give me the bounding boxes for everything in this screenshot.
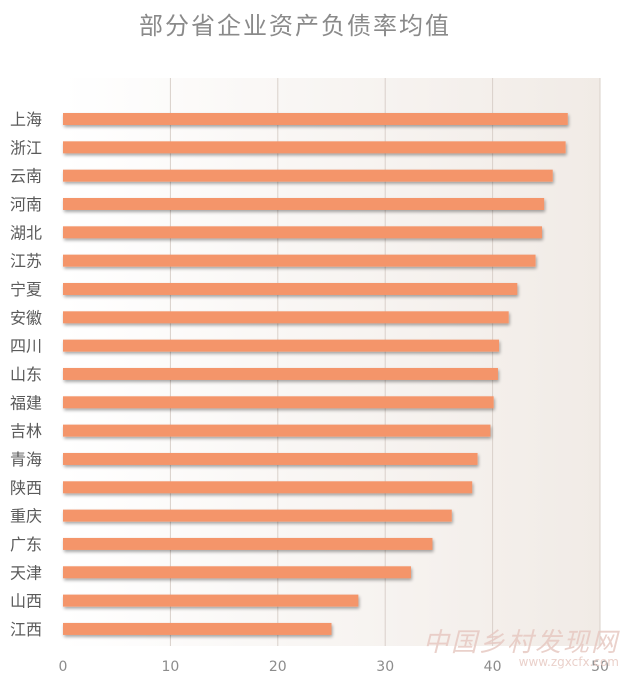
category-label: 浙江 <box>10 138 42 157</box>
bar <box>63 113 568 125</box>
x-tick-label: 50 <box>591 659 609 675</box>
category-label: 江苏 <box>10 252 42 271</box>
bar <box>63 481 473 494</box>
bar <box>63 141 566 154</box>
bar <box>63 594 359 607</box>
category-label: 陕西 <box>10 478 42 497</box>
bar <box>63 396 494 409</box>
bar <box>63 311 509 324</box>
bar <box>63 537 433 550</box>
category-label: 河南 <box>10 195 42 214</box>
bar <box>63 424 491 437</box>
category-label: 湖北 <box>10 223 42 242</box>
watermark-sub: www.zgxcfx.com <box>518 655 619 669</box>
x-tick-label: 40 <box>484 659 502 675</box>
category-label: 青海 <box>10 450 42 469</box>
category-label: 山西 <box>10 592 42 611</box>
bar <box>63 509 452 522</box>
category-label: 广东 <box>10 535 42 554</box>
bar <box>63 282 518 295</box>
bar <box>63 339 500 352</box>
x-tick-label: 30 <box>376 659 394 675</box>
category-label: 吉林 <box>10 422 42 441</box>
x-tick-label: 20 <box>269 659 287 675</box>
bar <box>63 566 411 579</box>
x-tick-labels: 0 10 20 30 40 50 <box>59 659 609 675</box>
bar <box>63 197 545 210</box>
category-label: 上海 <box>10 110 42 129</box>
category-label: 江西 <box>10 620 42 639</box>
watermark-main: 中国乡村发现网 <box>422 628 619 658</box>
bar <box>63 367 498 380</box>
category-label: 天津 <box>10 563 42 582</box>
plot-area <box>63 78 600 646</box>
bar <box>63 622 332 635</box>
bars <box>63 113 568 635</box>
category-label: 山东 <box>10 365 42 384</box>
category-label: 云南 <box>10 167 42 186</box>
category-label: 重庆 <box>10 507 42 526</box>
bar <box>63 254 536 267</box>
category-label: 福建 <box>10 393 42 412</box>
bar <box>63 226 543 239</box>
category-label: 宁夏 <box>10 280 42 299</box>
category-label: 四川 <box>10 337 42 356</box>
chart-title: 部分省企业资产负债率均值 <box>139 12 451 40</box>
bar <box>63 452 478 465</box>
x-tick-label: 10 <box>161 659 179 675</box>
watermark: 中国乡村发现网 www.zgxcfx.com <box>423 622 619 669</box>
category-label: 安徽 <box>10 308 42 327</box>
bar <box>63 169 553 182</box>
x-tick-label: 0 <box>59 659 68 675</box>
